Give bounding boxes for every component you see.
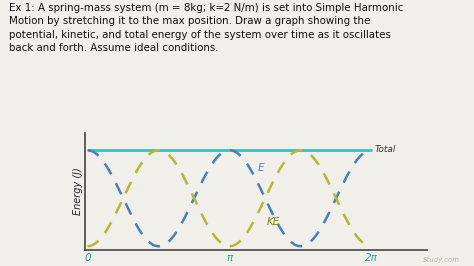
Text: Study.com: Study.com <box>423 257 460 263</box>
Y-axis label: Energy (J): Energy (J) <box>73 168 82 215</box>
Text: E: E <box>258 163 264 173</box>
Text: Total: Total <box>374 145 396 154</box>
Text: Ex 1: A spring-mass system (m = 8kg; k=2 N/m) is set into Simple Harmonic
Motion: Ex 1: A spring-mass system (m = 8kg; k=2… <box>9 3 404 53</box>
Text: KE: KE <box>266 217 280 227</box>
